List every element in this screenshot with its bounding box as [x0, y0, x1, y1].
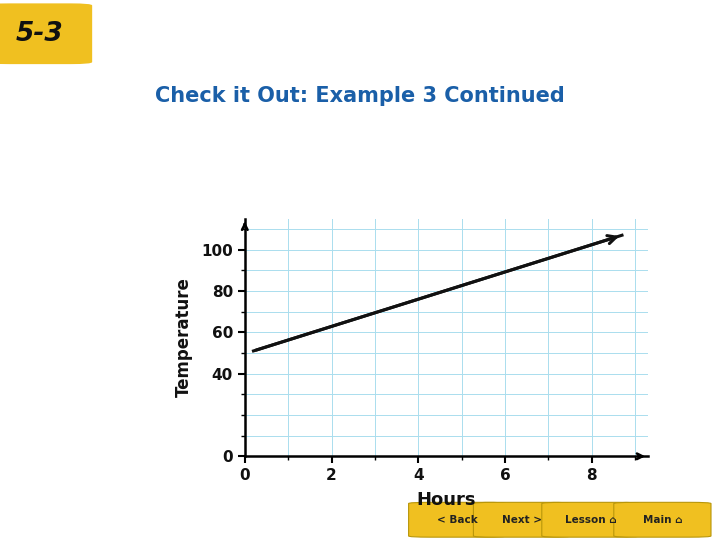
FancyBboxPatch shape: [614, 502, 711, 537]
FancyBboxPatch shape: [409, 502, 505, 537]
Y-axis label: Temperature: Temperature: [175, 278, 193, 397]
Text: Main ⌂: Main ⌂: [643, 515, 682, 525]
Text: Lesson ⌂: Lesson ⌂: [564, 515, 616, 525]
X-axis label: Hours: Hours: [417, 491, 476, 509]
FancyBboxPatch shape: [541, 502, 639, 537]
FancyBboxPatch shape: [474, 502, 571, 537]
Text: 5-3: 5-3: [16, 21, 63, 47]
Text: Check it Out: Example 3 Continued: Check it Out: Example 3 Continued: [155, 85, 565, 106]
FancyBboxPatch shape: [0, 3, 92, 64]
Text: Graphing Proportional Relationships: Graphing Proportional Relationships: [86, 21, 630, 47]
Text: < Back: < Back: [437, 515, 477, 525]
Text: © HOLT McDOUGAL, All Rights Reserved: © HOLT McDOUGAL, All Rights Reserved: [11, 515, 221, 525]
Text: Next >: Next >: [502, 515, 542, 525]
